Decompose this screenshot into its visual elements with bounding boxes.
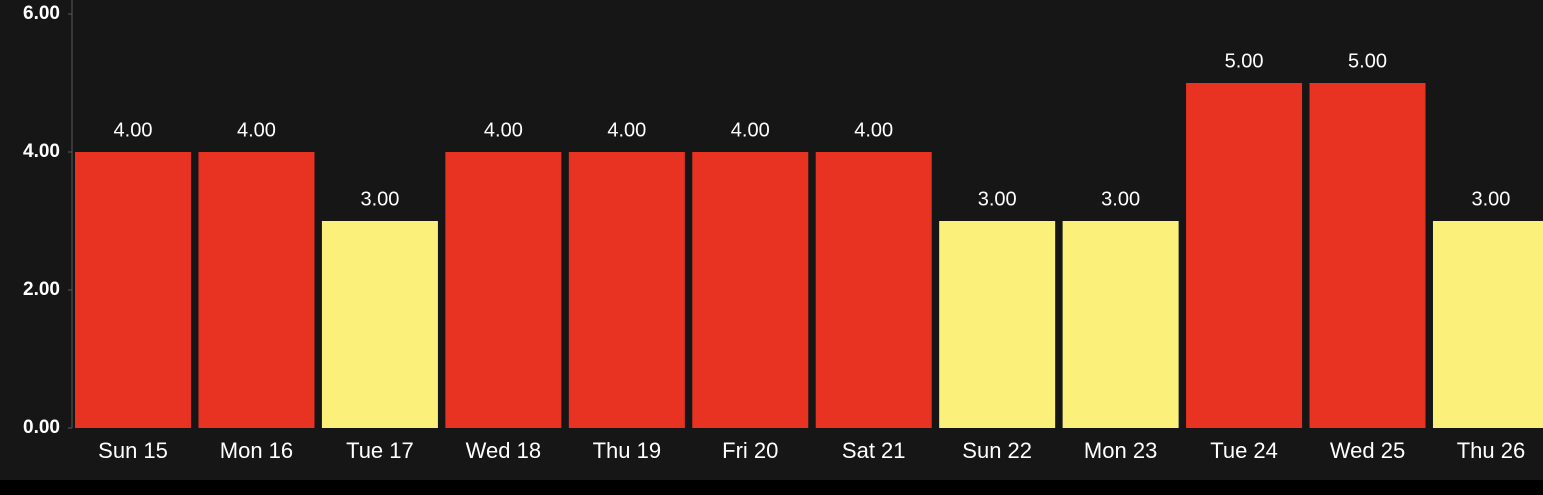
x-tick-label: Thu 19	[593, 438, 662, 463]
y-tick-label: 6.00	[23, 3, 60, 24]
x-tick-label: Tue 24	[1210, 438, 1278, 463]
x-tick-label: Sun 15	[98, 438, 168, 463]
x-tick-label: Mon 16	[220, 438, 293, 463]
value-label: 3.00	[1472, 188, 1511, 210]
y-tick-label: 4.00	[23, 141, 60, 162]
bar	[445, 152, 562, 428]
x-tick-label: Thu 26	[1457, 438, 1526, 463]
value-label: 4.00	[854, 119, 893, 141]
bar	[1062, 221, 1179, 428]
x-tick-label: Wed 25	[1330, 438, 1405, 463]
bar	[1186, 83, 1303, 428]
x-tick-label: Sun 22	[962, 438, 1032, 463]
x-tick-label: Sat 21	[842, 438, 906, 463]
y-tick-label: 2.00	[23, 279, 60, 300]
value-label: 4.00	[114, 119, 153, 141]
bar	[198, 152, 315, 428]
value-label: 4.00	[607, 119, 646, 141]
bar	[1309, 83, 1426, 428]
value-label: 4.00	[237, 119, 276, 141]
bar	[939, 221, 1056, 428]
value-label: 3.00	[360, 188, 399, 210]
x-tick-label: Mon 23	[1084, 438, 1157, 463]
x-tick-label: Fri 20	[722, 438, 778, 463]
value-label: 4.00	[484, 119, 523, 141]
value-label: 4.00	[731, 119, 770, 141]
bar	[75, 152, 192, 428]
bar	[1432, 221, 1543, 428]
value-label: 5.00	[1225, 50, 1264, 72]
bar	[321, 221, 438, 428]
value-label: 3.00	[978, 188, 1017, 210]
value-label: 5.00	[1348, 50, 1387, 72]
bar	[815, 152, 932, 428]
bar	[568, 152, 685, 428]
x-tick-label: Tue 17	[346, 438, 414, 463]
x-tick-label: Wed 18	[466, 438, 541, 463]
value-label: 3.00	[1101, 188, 1140, 210]
y-tick-label: 0.00	[23, 417, 60, 438]
bar	[692, 152, 809, 428]
